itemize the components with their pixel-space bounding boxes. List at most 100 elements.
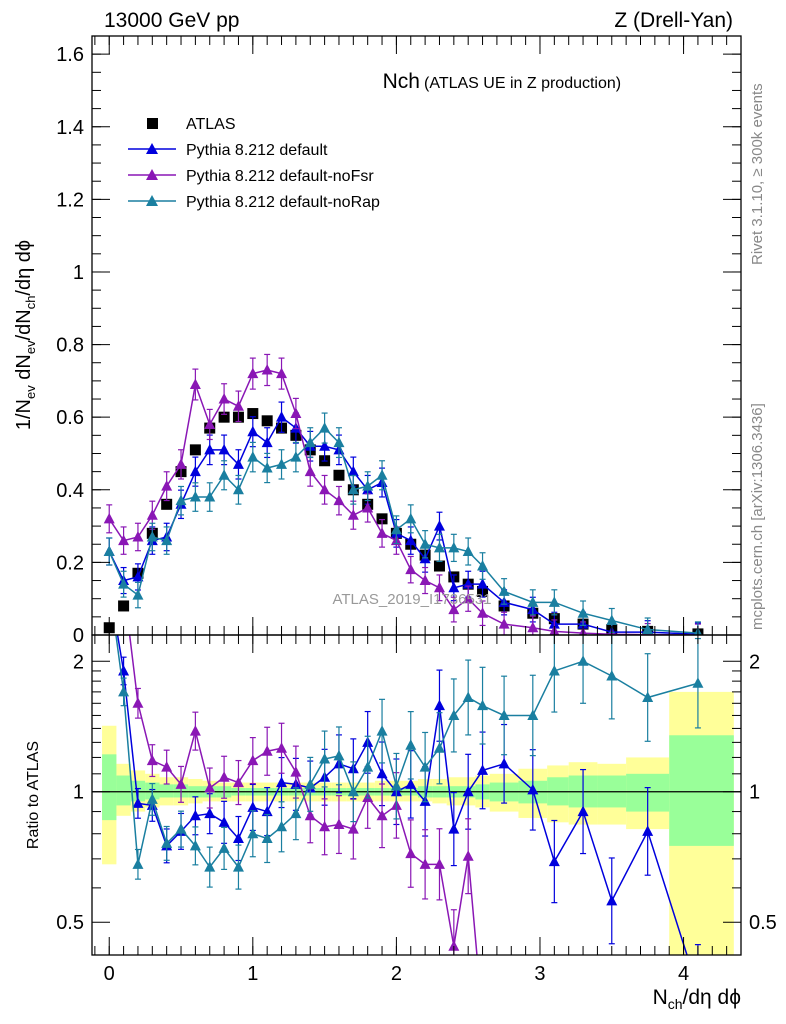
data-point-norap xyxy=(498,585,510,596)
legend-label-atlas: ATLAS xyxy=(186,116,236,133)
ratio-point-nofsr xyxy=(304,809,316,821)
ratio-point-default xyxy=(247,801,259,812)
data-point-norap xyxy=(247,451,259,462)
ratio-point-default xyxy=(104,579,115,590)
data-point-nofsr xyxy=(405,563,417,575)
ratio-point-norap xyxy=(548,664,560,676)
data-point-nofsr xyxy=(419,574,431,586)
ratio-point-nofsr xyxy=(232,776,244,788)
data-point-norap xyxy=(527,596,539,607)
x-tick-label: 4 xyxy=(678,963,689,985)
ratio-y-tick-label-right: 1 xyxy=(749,782,760,804)
data-point-atlas xyxy=(161,498,173,510)
data-point-norap xyxy=(642,623,654,635)
ratio-point-default xyxy=(218,816,230,827)
ratio-point-nofsr xyxy=(477,1012,488,1023)
ratio-point-nofsr xyxy=(146,754,158,766)
y-tick-label: 0.8 xyxy=(56,335,84,357)
ratio-point-norap xyxy=(390,780,402,791)
plot-subtitle: (ATLAS UE in Z production) xyxy=(424,75,621,92)
ratio-point-norap xyxy=(247,827,259,839)
data-point-nofsr xyxy=(498,618,510,629)
data-point-default xyxy=(319,440,331,451)
legend-marker-norap xyxy=(146,195,158,206)
ratio-plot-area xyxy=(92,579,741,1023)
ratio-point-norap xyxy=(276,820,288,832)
ratio-point-norap xyxy=(218,842,230,853)
ratio-point-norap xyxy=(261,832,273,844)
data-point-default xyxy=(247,425,259,437)
series-line-nofsr xyxy=(108,369,698,635)
ratio-point-nofsr xyxy=(692,1012,703,1023)
data-point-nofsr xyxy=(304,465,316,477)
data-point-default xyxy=(276,411,288,422)
ratio-point-default xyxy=(405,778,417,789)
ratio-point-default xyxy=(204,807,216,819)
data-point-nofsr xyxy=(290,407,302,419)
data-point-nofsr xyxy=(362,501,374,513)
data-point-norap xyxy=(448,541,460,553)
ratio-line-default xyxy=(116,635,688,955)
data-point-nofsr xyxy=(175,458,187,469)
y-tick-label: 1.4 xyxy=(56,117,84,139)
ratio-y-tick-label-right: 0.5 xyxy=(749,912,777,934)
series-line-norap xyxy=(108,427,698,634)
ratio-point-norap xyxy=(419,761,431,772)
data-point-norap xyxy=(577,607,589,618)
y-tick-label: 0.4 xyxy=(56,480,84,502)
ratio-point-nofsr xyxy=(290,766,302,777)
data-point-norap xyxy=(319,422,331,433)
legend: ATLAS Pythia 8.212 default Pythia 8.212 … xyxy=(128,116,380,211)
data-point-nofsr xyxy=(477,607,489,618)
data-point-norap xyxy=(347,483,359,495)
data-point-nofsr xyxy=(347,509,359,520)
data-point-norap xyxy=(175,494,187,506)
data-point-norap xyxy=(405,512,417,524)
ratio-point-norap xyxy=(433,742,445,753)
ratio-point-norap xyxy=(498,709,510,720)
ratio-panel: 0.5 0.5 1 1 2 2 0 1 2 3 4 Ratio to ATLAS xyxy=(25,579,777,1023)
data-point-nofsr xyxy=(218,393,230,404)
data-point-default xyxy=(218,443,230,455)
y-tick-label: 0 xyxy=(73,625,84,647)
data-point-default xyxy=(132,570,144,582)
ratio-point-norap xyxy=(692,677,704,688)
ratio-y-tick-label-right: 2 xyxy=(749,651,760,673)
ratio-point-nofsr xyxy=(204,782,216,793)
ratio-point-nofsr xyxy=(132,697,144,708)
data-point-norap xyxy=(390,523,402,535)
ratio-point-norap xyxy=(642,691,654,703)
ratio-point-norap xyxy=(448,709,460,720)
ratio-point-nofsr xyxy=(319,820,331,832)
data-point-norap xyxy=(362,480,374,491)
data-point-norap xyxy=(218,469,230,480)
y-tick-label: 1 xyxy=(73,262,84,284)
data-point-nofsr xyxy=(261,363,273,375)
data-point-nofsr xyxy=(161,480,173,491)
ratio-point-default xyxy=(376,767,388,779)
ratio-point-nofsr xyxy=(405,847,417,859)
ratio-point-default xyxy=(498,757,510,769)
data-point-norap xyxy=(204,491,216,502)
ratio-point-default xyxy=(132,797,144,808)
legend-marker-default xyxy=(146,143,158,154)
data-point-norap xyxy=(189,491,201,502)
ratio-point-default xyxy=(189,809,201,821)
y-tick-label: 0.2 xyxy=(56,552,84,574)
data-point-nofsr xyxy=(527,621,539,633)
ratio-point-default xyxy=(276,776,288,788)
ratio-point-norap xyxy=(362,761,374,772)
data-point-norap xyxy=(103,545,115,557)
data-point-norap xyxy=(462,545,474,557)
x-tick-label: 1 xyxy=(247,963,258,985)
ratio-point-nofsr xyxy=(448,940,460,951)
ratio-point-norap xyxy=(577,655,589,666)
ratio-point-nofsr xyxy=(333,818,345,830)
ratio-point-default xyxy=(261,805,273,817)
y-tick-label: 0.6 xyxy=(56,407,84,429)
data-point-default xyxy=(204,443,216,455)
y-tick-label: 1.2 xyxy=(56,189,84,211)
ratio-point-norap xyxy=(333,749,345,761)
mcplots-source-label: mcplots.cern.ch [arXiv:1306.3436] xyxy=(749,403,766,630)
